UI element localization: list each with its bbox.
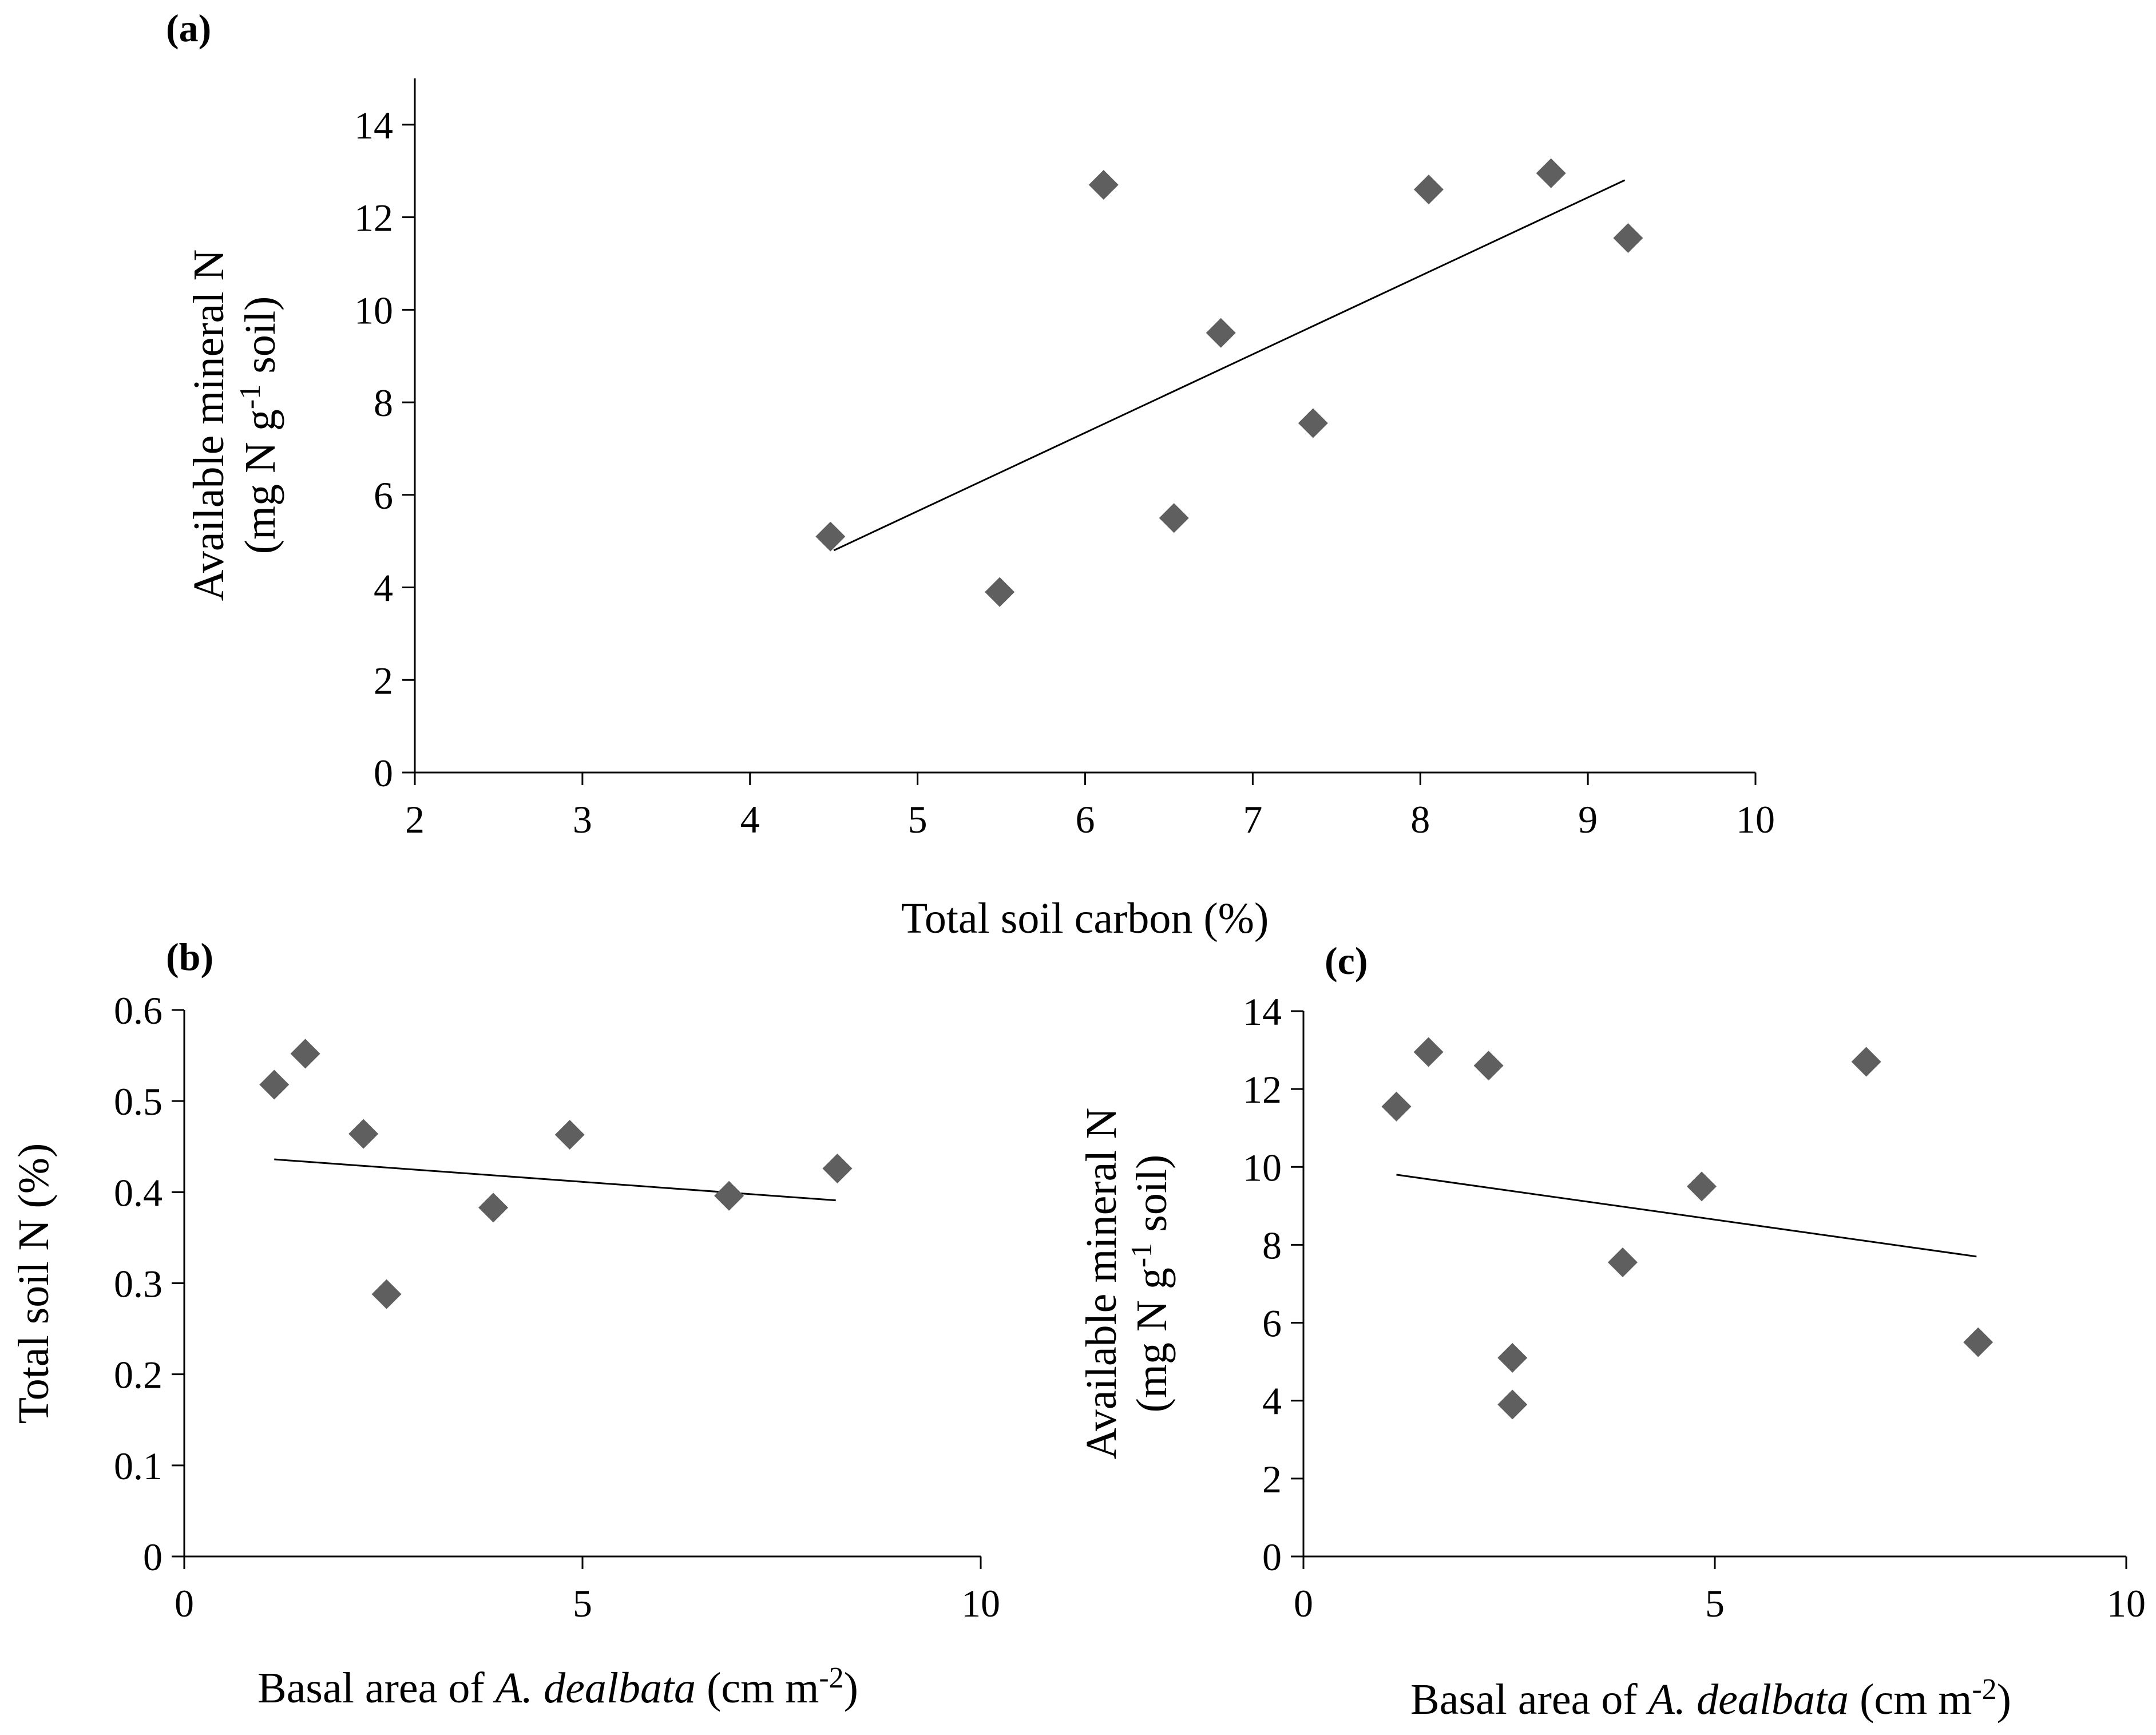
data-point: [1413, 1037, 1444, 1067]
panel-label-a: (a): [166, 6, 211, 50]
y-tick-label: 8: [374, 381, 393, 425]
data-point: [1088, 169, 1119, 200]
data-point: [1686, 1171, 1717, 1202]
data-point: [1497, 1342, 1528, 1373]
data-point: [1381, 1091, 1412, 1122]
data-point: [1206, 318, 1236, 348]
data-point: [1413, 175, 1444, 205]
data-point: [1613, 223, 1643, 253]
panel-c: (c) 0 2 4 6 8 10 12 14 0 5 10 Basal area of A. dea…: [1077, 939, 2146, 1724]
y-axis-label-a-line1: Available mineral N: [185, 249, 233, 601]
y-tick-label: 12: [354, 196, 393, 240]
y-tick-label: 0: [1262, 1535, 1282, 1579]
y-tick-label: 2: [1262, 1457, 1282, 1501]
y-axis-label-c-line1: Available mineral N: [1077, 1108, 1125, 1460]
x-tick-label: 10: [2107, 1582, 2146, 1625]
y-tick-label: 14: [354, 104, 393, 147]
y-tick-label: 2: [374, 659, 393, 702]
points-a: [815, 158, 1643, 607]
trendline-b: [274, 1158, 836, 1202]
data-point: [714, 1181, 744, 1211]
ticks-c: 0 2 4 6 8 10 12 14 0 5 10: [1243, 990, 2146, 1625]
data-point: [1963, 1327, 1993, 1357]
y-axis-label-a: Available mineral N (mg N g-1 soil): [185, 249, 284, 601]
y-axis-label-c: Available mineral N (mg N g-1 soil): [1077, 1108, 1176, 1460]
data-point: [1473, 1051, 1504, 1081]
x-tick-label: 0: [1294, 1582, 1313, 1625]
x-tick-label: 4: [740, 798, 760, 841]
data-point: [1536, 158, 1566, 188]
x-tick-label: 10: [1736, 798, 1775, 841]
ticks-b: 0 0.1 0.2 0.3 0.4 0.5 0.6 0 5 10: [114, 989, 1000, 1625]
panel-label-b: (b): [166, 935, 213, 979]
trendline-a: [833, 179, 1626, 552]
points-b: [259, 1039, 853, 1309]
y-axis-label-a-line2: (mg N g-1 soil): [234, 296, 284, 554]
data-point: [259, 1069, 290, 1100]
y-tick-label: 10: [1243, 1146, 1282, 1189]
x-axis-label-a: Total soil carbon (%): [901, 894, 1269, 942]
y-tick-label: 0.2: [114, 1353, 163, 1397]
x-tick-label: 5: [573, 1582, 592, 1625]
y-axis-label-b: Total soil N (%): [10, 1143, 58, 1424]
y-axis-label-c-line2: (mg N g-1 soil): [1125, 1155, 1176, 1413]
y-tick-label: 14: [1243, 990, 1282, 1033]
data-point: [371, 1279, 402, 1309]
data-point: [1298, 408, 1328, 438]
data-point: [822, 1153, 853, 1183]
y-tick-label: 6: [374, 474, 393, 517]
panel-label-c: (c): [1325, 939, 1368, 983]
y-tick-label: 0.5: [114, 1080, 163, 1123]
x-tick-label: 8: [1410, 798, 1430, 841]
x-axis-label-c: Basal area of A. dealbata (cm m-2): [1410, 1673, 2011, 1724]
y-tick-label: 0.6: [114, 989, 163, 1032]
data-point: [1159, 503, 1189, 533]
data-point: [290, 1039, 320, 1069]
data-point: [1607, 1247, 1638, 1278]
x-tick-label: 5: [1705, 1582, 1725, 1625]
x-tick-label: 3: [573, 798, 592, 841]
y-tick-label: 0.3: [114, 1262, 163, 1306]
y-tick-label: 6: [1262, 1302, 1282, 1345]
x-tick-label: 9: [1578, 798, 1598, 841]
x-tick-label: 0: [175, 1582, 194, 1625]
y-tick-label: 0.4: [114, 1171, 163, 1214]
data-point: [478, 1193, 509, 1223]
y-tick-label: 0.1: [114, 1444, 163, 1488]
y-tick-label: 4: [374, 567, 393, 610]
data-point: [815, 521, 846, 552]
x-tick-label: 10: [961, 1582, 1000, 1625]
y-tick-label: 0: [374, 751, 393, 795]
x-tick-label: 6: [1076, 798, 1095, 841]
y-tick-label: 12: [1243, 1068, 1282, 1111]
points-c: [1381, 1037, 1993, 1420]
x-tick-label: 2: [405, 798, 425, 841]
x-axis-label-b: Basal area of A. dealbata (cm m-2): [257, 1662, 858, 1712]
data-point: [1851, 1047, 1881, 1077]
trendline-c: [1396, 1174, 1977, 1258]
panel-b: (b) 0 0.1 0.2 0.3 0.4 0.5 0.6 0 5 10 Basal area o…: [10, 935, 1000, 1712]
y-tick-label: 8: [1262, 1223, 1282, 1267]
data-point: [1497, 1389, 1528, 1420]
data-point: [985, 577, 1015, 607]
y-tick-label: 4: [1262, 1380, 1282, 1423]
x-tick-label: 5: [908, 798, 928, 841]
y-tick-label: 10: [354, 288, 393, 332]
x-tick-label: 7: [1243, 798, 1262, 841]
data-point: [554, 1120, 585, 1150]
y-tick-label: 0: [143, 1535, 163, 1579]
data-point: [348, 1119, 379, 1149]
